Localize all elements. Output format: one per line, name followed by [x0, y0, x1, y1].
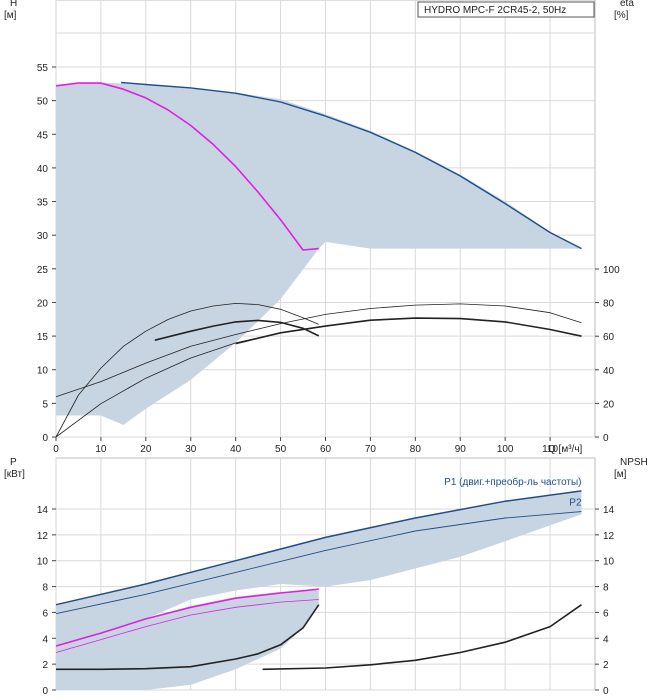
- y-tick-label: 45: [37, 130, 49, 141]
- y2-tick-label: 80: [603, 299, 615, 310]
- y2-axis-unit: [м]: [614, 469, 627, 480]
- series-line: [55, 303, 319, 438]
- operating-range-area: [56, 590, 319, 690]
- y-tick-label: 6: [42, 608, 48, 619]
- series-line: [121, 81, 582, 250]
- y-tick-label: 4: [42, 634, 48, 645]
- y2-tick-label: 0: [603, 686, 609, 697]
- y-tick-label: 35: [37, 198, 49, 209]
- y-tick-label: 40: [37, 164, 49, 175]
- y-tick-label: 5: [42, 399, 48, 410]
- series-line: [55, 303, 582, 398]
- y2-tick-label: 8: [603, 583, 609, 594]
- series-label: P2: [569, 498, 582, 509]
- y-axis-unit: [м]: [4, 10, 17, 21]
- y2-tick-label: 10: [603, 557, 615, 568]
- y2-tick-label: 6: [603, 608, 609, 619]
- y-tick-label: 20: [37, 298, 49, 309]
- y-tick-label: 10: [37, 557, 49, 568]
- operating-range-area: [56, 82, 582, 425]
- x-tick-label: 80: [410, 444, 422, 455]
- x-tick-label: 110: [542, 444, 558, 455]
- x-axis-title: Q [м³/ч]: [548, 444, 583, 455]
- y2-tick-label: 60: [603, 332, 615, 343]
- series-line: [55, 588, 319, 647]
- y2-tick-label: 12: [603, 531, 615, 542]
- series-line: [55, 82, 319, 251]
- y-tick-label: 0: [42, 433, 48, 444]
- y2-tick-label: 100: [603, 265, 620, 276]
- y-tick-label: 15: [37, 332, 49, 343]
- y-tick-label: 25: [37, 265, 49, 276]
- operating-range-area: [56, 490, 582, 671]
- series-label: P1 (двиг.+преобр-ль частоты): [444, 476, 581, 488]
- series-line: [55, 511, 582, 615]
- y-axis-title: H: [10, 0, 17, 9]
- y-tick-label: 30: [37, 231, 49, 242]
- y-tick-label: 10: [37, 366, 49, 377]
- y2-tick-label: 20: [603, 399, 615, 410]
- y-tick-label: 2: [42, 660, 48, 671]
- y-tick-label: 14: [37, 505, 49, 516]
- y-tick-label: 55: [37, 63, 49, 74]
- y2-tick-label: 40: [603, 366, 615, 377]
- series-line: [55, 490, 582, 606]
- chart-title: HYDRO MPC-F 2CR45-2, 50Hz: [424, 5, 566, 16]
- y2-tick-label: 0: [603, 433, 609, 444]
- series-line: [56, 604, 320, 671]
- y2-axis-unit: [%]: [614, 10, 629, 21]
- chart-title-box: [417, 1, 595, 18]
- x-tick-label: 10: [95, 444, 107, 455]
- series-line: [154, 319, 320, 341]
- x-tick-label: 50: [275, 444, 287, 455]
- series-line: [262, 604, 582, 671]
- y-tick-label: 12: [37, 531, 49, 542]
- power-npsh-panel: 0 2 4 6 8 10 12 14 0 2 4 6 8 10 12 14 P[кВт] NPSH[м] P1 (д…: [4, 457, 648, 697]
- series-line: [235, 317, 582, 345]
- y-axis-title: P: [10, 457, 17, 468]
- x-tick-label: 0: [53, 444, 59, 455]
- x-tick-label: 60: [320, 444, 332, 455]
- y-tick-label: 8: [42, 583, 48, 594]
- x-tick-label: 100: [497, 444, 514, 455]
- head-efficiency-panel: 0510152025303540455055020406080100H[м]et…: [4, 0, 634, 455]
- x-tick-label: 40: [230, 444, 242, 455]
- x-tick-label: 30: [185, 444, 197, 455]
- y2-tick-label: 4: [603, 634, 609, 645]
- x-tick-label: 70: [365, 444, 377, 455]
- x-tick-label: 90: [455, 444, 467, 455]
- y2-axis-title: NPSH: [620, 457, 648, 468]
- y2-axis-title: eta: [620, 0, 634, 9]
- y2-tick-label: 14: [603, 505, 615, 516]
- x-tick-label: 20: [140, 444, 152, 455]
- y-tick-label: 0: [42, 686, 48, 697]
- y2-tick-label: 2: [603, 660, 609, 671]
- y-axis-unit: [кВт]: [4, 469, 25, 480]
- series-line: [55, 599, 319, 653]
- y-tick-label: 50: [37, 97, 49, 108]
